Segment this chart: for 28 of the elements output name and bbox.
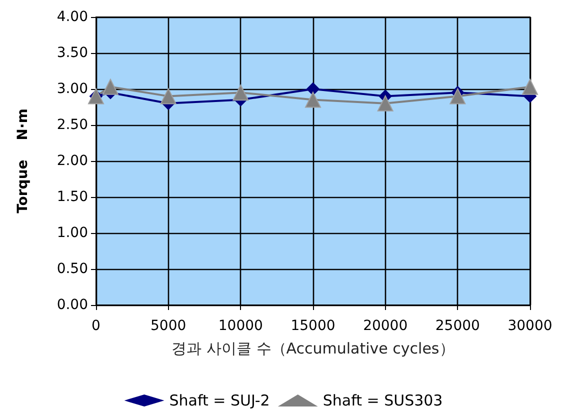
x-axis-title: 경과 사이클 수（Accumulative cycles） [172, 340, 454, 358]
y-tick-label: 3.00 [56, 81, 88, 97]
point [102, 78, 118, 95]
legend-label: Shaft = SUS303 [322, 392, 443, 410]
y-tick-label: 0.50 [56, 261, 88, 277]
point [232, 84, 249, 101]
point [305, 92, 321, 108]
x-tick-label: 5000 [150, 318, 186, 334]
point [160, 88, 176, 104]
y-tick-label: 1.50 [56, 189, 88, 205]
x-tick-label: 30000 [508, 318, 552, 334]
y-tick-label: 2.50 [56, 117, 88, 133]
point [522, 78, 538, 95]
y-axis-title: Torque N·m [15, 108, 31, 214]
y-tick-label: 3.50 [56, 45, 88, 61]
x-tick-label: 15000 [290, 318, 336, 334]
y-tick-label: 1.00 [56, 225, 88, 241]
x-tick-label: 0 [92, 318, 100, 334]
point [306, 82, 320, 96]
point [377, 95, 394, 112]
y-tick-label: 2.00 [56, 153, 88, 169]
x-tick-label: 25000 [435, 318, 480, 334]
x-tick-label: 20000 [363, 318, 408, 334]
y-tick-label: 4.00 [56, 9, 88, 25]
x-tick-label: 10000 [218, 318, 263, 334]
legend-label: Shaft = SUJ-2 [169, 392, 270, 410]
point [450, 88, 466, 104]
y-tick-label: 0.00 [56, 297, 88, 313]
